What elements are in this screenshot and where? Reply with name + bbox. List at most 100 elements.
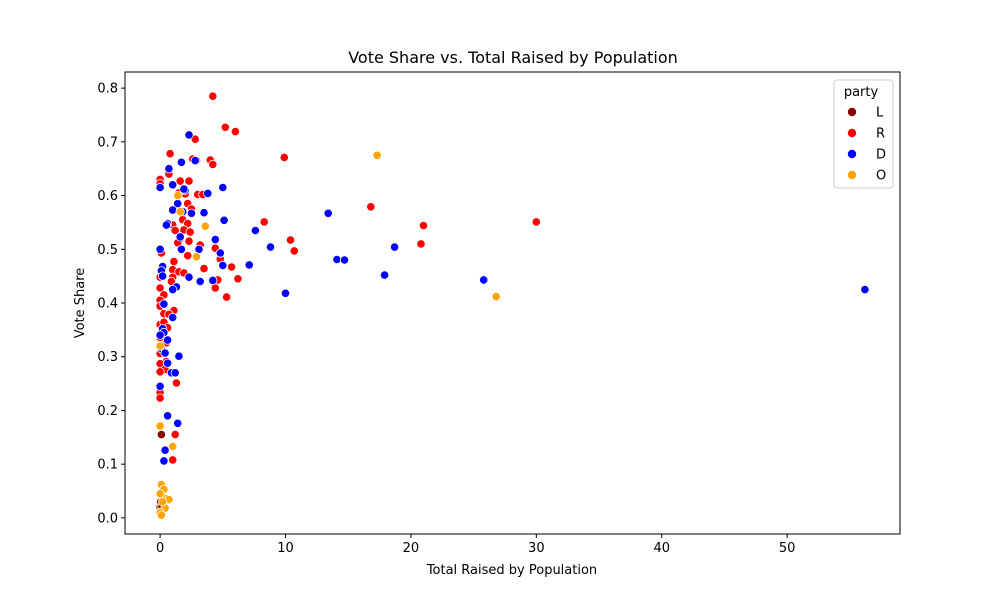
- point-R: [155, 367, 165, 377]
- point-D: [479, 275, 489, 285]
- point-D: [163, 335, 173, 345]
- point-D: [168, 180, 178, 190]
- point-R: [279, 152, 289, 162]
- point-R: [168, 455, 178, 465]
- point-O: [191, 252, 202, 262]
- legend-box: [833, 79, 894, 189]
- x-axis: 0 10 20 30 40 50: [156, 534, 795, 556]
- point-R: [165, 149, 175, 159]
- point-R: [184, 236, 194, 246]
- x-tick-label: 20: [403, 541, 420, 556]
- point-R: [169, 256, 179, 267]
- y-tick-label: 0.8: [97, 82, 118, 97]
- point-R: [230, 127, 240, 137]
- point-D: [155, 381, 165, 391]
- point-D: [244, 260, 254, 270]
- x-tick-label: 50: [779, 541, 796, 556]
- y-axis-label: Vote Share: [73, 268, 88, 339]
- x-tick-label: 30: [528, 541, 545, 556]
- legend-label-L: L: [876, 106, 884, 121]
- point-R: [210, 283, 220, 293]
- point-D: [184, 130, 194, 140]
- point-D: [170, 368, 180, 378]
- point-R: [170, 225, 180, 236]
- y-tick-label: 0.6: [97, 189, 118, 204]
- point-R: [416, 239, 426, 249]
- legend-label-O: O: [876, 169, 886, 184]
- point-D: [161, 220, 171, 230]
- x-tick-label: 40: [653, 541, 670, 556]
- point-D: [155, 244, 165, 254]
- point-D: [280, 288, 291, 298]
- point-R: [184, 176, 194, 186]
- point-D: [860, 284, 870, 295]
- point-R: [185, 227, 195, 237]
- point-D: [164, 164, 174, 174]
- point-D: [219, 215, 229, 225]
- point-O: [158, 497, 168, 507]
- point-D: [176, 157, 186, 167]
- point-R: [155, 393, 165, 403]
- y-tick-label: 0.4: [97, 297, 118, 312]
- point-D: [184, 272, 194, 282]
- point-D: [332, 254, 342, 265]
- y-tick-label: 0.0: [97, 511, 118, 526]
- point-R: [227, 262, 237, 272]
- point-O: [491, 291, 501, 302]
- y-tick-label: 0.1: [97, 458, 118, 473]
- point-D: [379, 270, 390, 280]
- point-D: [163, 358, 173, 368]
- point-O: [155, 421, 165, 431]
- point-O: [175, 207, 185, 217]
- y-tick-label: 0.5: [97, 243, 118, 258]
- x-tick-label: 10: [277, 541, 294, 556]
- legend-title: party: [844, 85, 879, 100]
- point-R: [233, 274, 243, 284]
- y-tick-label: 0.2: [97, 404, 118, 419]
- legend-label-R: R: [876, 127, 885, 142]
- point-D: [215, 248, 225, 258]
- point-D: [218, 182, 228, 193]
- point-D: [176, 244, 186, 254]
- point-R: [171, 378, 181, 388]
- point-D: [168, 284, 178, 295]
- plot-frame: [124, 71, 901, 535]
- chart-title: Vote Share vs. Total Raised by Populatio…: [348, 48, 678, 67]
- point-D: [160, 445, 170, 455]
- point-O: [155, 489, 165, 499]
- x-axis-label: Total Raised by Population: [426, 563, 597, 578]
- point-D: [155, 182, 165, 193]
- point-D: [168, 205, 178, 215]
- point-O: [156, 510, 166, 520]
- point-D: [199, 208, 209, 218]
- point-O: [173, 191, 183, 201]
- point-R: [208, 159, 218, 169]
- point-D: [250, 225, 260, 236]
- point-R: [155, 283, 165, 293]
- legend-marker-R: [847, 127, 858, 138]
- point-D: [173, 418, 183, 428]
- point-R: [289, 246, 299, 256]
- point-D: [159, 299, 169, 309]
- point-O: [372, 150, 382, 160]
- x-tick-label: 0: [156, 541, 164, 556]
- legend-marker-D: [847, 148, 858, 159]
- point-D: [168, 312, 178, 323]
- point-D: [203, 188, 213, 198]
- point-R: [199, 263, 209, 274]
- point-D: [208, 275, 218, 285]
- point-L: [156, 429, 166, 440]
- point-D: [174, 351, 184, 361]
- y-axis: 0.0 0.1 0.2 0.3 0.4 0.5 0.6 0.7 0.8: [97, 82, 125, 526]
- point-D: [163, 411, 173, 421]
- point-D: [389, 242, 400, 252]
- point-D: [160, 348, 170, 358]
- point-D: [265, 242, 276, 252]
- point-O: [200, 221, 210, 231]
- point-D: [195, 276, 205, 287]
- point-D: [218, 260, 228, 270]
- point-R: [190, 134, 200, 144]
- point-D: [210, 235, 220, 245]
- point-R: [222, 292, 232, 302]
